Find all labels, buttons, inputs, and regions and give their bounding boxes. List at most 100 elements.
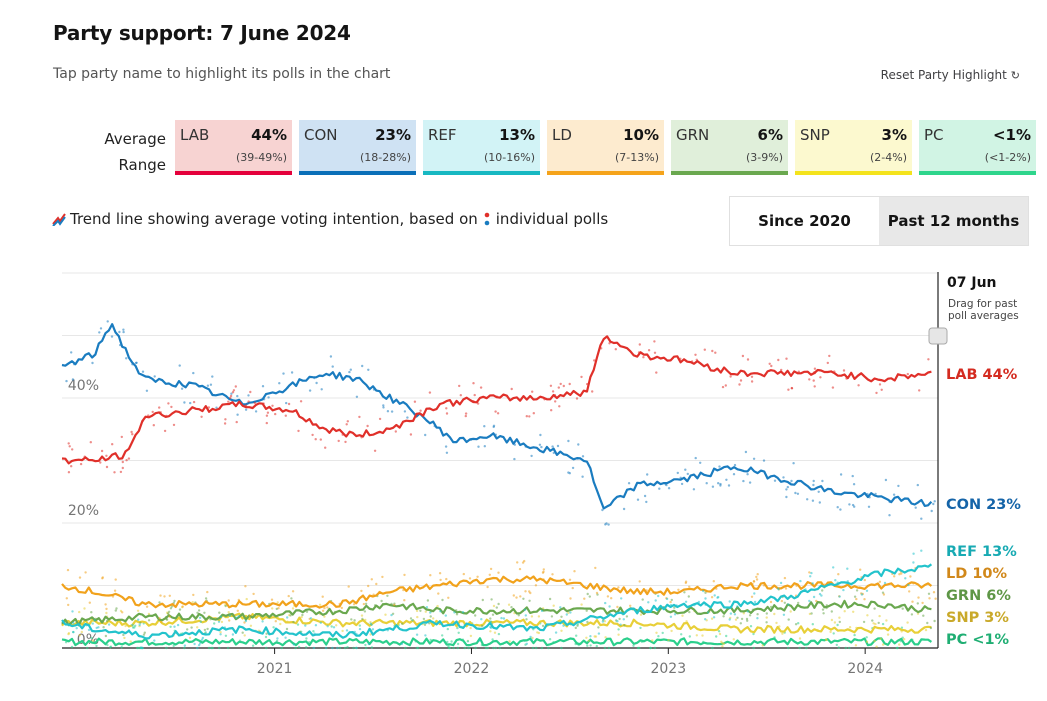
poll-dot <box>614 348 617 351</box>
poll-dot <box>71 448 74 451</box>
poll-dot <box>573 570 576 573</box>
poll-dot <box>172 423 176 427</box>
poll-dot <box>881 591 885 594</box>
poll-dot <box>712 616 716 619</box>
poll-dot <box>495 606 498 609</box>
poll-dot <box>347 585 350 588</box>
poll-dot <box>728 600 731 603</box>
since-2020-button[interactable]: Since 2020 <box>758 212 851 230</box>
trend-line-snp <box>61 612 932 634</box>
poll-dot <box>366 424 369 428</box>
poll-dot <box>860 593 864 596</box>
poll-dot <box>183 646 186 650</box>
poll-dot <box>364 643 367 647</box>
poll-dot <box>143 631 146 634</box>
poll-dot <box>200 638 204 641</box>
party-range: (10-16%) <box>484 151 535 164</box>
poll-dot <box>406 416 409 419</box>
poll-dot <box>756 617 759 620</box>
party-card-lab[interactable]: LAB 44% (39-49%) <box>175 120 292 175</box>
poll-dot <box>901 607 904 610</box>
party-name: LAB <box>180 126 210 144</box>
poll-dot <box>279 622 282 626</box>
poll-dot <box>530 454 533 458</box>
poll-dot <box>724 384 727 387</box>
poll-dot <box>832 566 835 569</box>
poll-dot <box>346 420 349 423</box>
poll-dot <box>456 642 460 646</box>
poll-dot <box>699 461 702 464</box>
party-card-ref[interactable]: REF 13% (10-16%) <box>423 120 540 175</box>
poll-dot <box>580 603 583 606</box>
poll-dot <box>783 601 786 604</box>
poll-dot <box>750 595 754 598</box>
poll-dot <box>145 389 149 392</box>
page-subtitle: Tap party name to highlight its polls in… <box>53 66 391 82</box>
poll-dot <box>345 423 348 426</box>
poll-dot <box>251 644 255 647</box>
poll-dot <box>853 595 857 598</box>
reset-highlight-button[interactable]: Reset Party Highlight ↻ <box>881 68 1020 82</box>
poll-dot <box>198 642 202 645</box>
poll-dot <box>625 615 629 618</box>
poll-dot <box>158 406 161 409</box>
poll-dot <box>684 581 687 585</box>
poll-dot <box>226 646 230 650</box>
poll-dot <box>812 379 815 382</box>
poll-dot <box>84 571 87 574</box>
poll-dot <box>134 624 137 627</box>
poll-dot <box>497 571 500 574</box>
poll-dot <box>337 439 340 443</box>
poll-dot <box>540 445 543 449</box>
poll-dot <box>479 386 483 389</box>
poll-dot <box>830 618 834 622</box>
poll-dot <box>469 626 472 630</box>
poll-dot <box>647 349 651 352</box>
party-card-grn[interactable]: GRN 6% (3-9%) <box>671 120 788 175</box>
poll-dot <box>904 577 907 580</box>
poll-dot <box>616 605 619 609</box>
poll-dot <box>893 575 896 578</box>
poll-dot <box>139 621 142 624</box>
poll-dot <box>305 646 308 649</box>
end-label-ref: REF 13% <box>946 544 1017 560</box>
poll-dot <box>494 646 497 650</box>
trend-line-text: Trend line showing average voting intent… <box>70 210 478 228</box>
party-card-snp[interactable]: SNP 3% (2-4%) <box>795 120 912 175</box>
past-12-months-button[interactable]: Past 12 months <box>879 197 1028 245</box>
party-card-con[interactable]: CON 23% (18-28%) <box>299 120 416 175</box>
poll-dot <box>301 613 304 617</box>
poll-dot <box>745 617 749 621</box>
poll-dot <box>483 445 486 448</box>
poll-dot <box>787 618 790 621</box>
poll-dot <box>647 601 650 604</box>
poll-dot <box>228 619 231 622</box>
poll-dot <box>291 590 295 593</box>
poll-dot <box>229 394 233 398</box>
poll-dot <box>718 465 721 468</box>
poll-dot <box>488 573 491 576</box>
poll-dot <box>933 619 936 623</box>
poll-dot <box>667 638 670 642</box>
poll-dot <box>326 625 329 628</box>
poll-dot <box>589 635 592 638</box>
poll-dot <box>914 506 917 509</box>
x-tick-label: 2024 <box>847 661 883 677</box>
party-name: GRN <box>676 126 710 144</box>
poll-dot <box>878 580 882 583</box>
poll-dot <box>219 631 222 634</box>
drag-handle[interactable] <box>928 327 948 345</box>
party-card-pc[interactable]: PC <1% (<1-2%) <box>919 120 1036 175</box>
poll-dot <box>66 568 70 572</box>
poll-dot <box>912 561 915 564</box>
poll-dot <box>198 616 202 619</box>
poll-dot <box>830 610 833 613</box>
poll-dot <box>265 632 268 635</box>
party-card-ld[interactable]: LD 10% (7-13%) <box>547 120 664 175</box>
poll-dot <box>685 620 688 623</box>
poll-dot <box>934 597 937 600</box>
poll-dot <box>585 636 588 639</box>
poll-dot <box>390 410 394 413</box>
poll-dot <box>752 580 756 583</box>
poll-dot <box>367 368 370 371</box>
